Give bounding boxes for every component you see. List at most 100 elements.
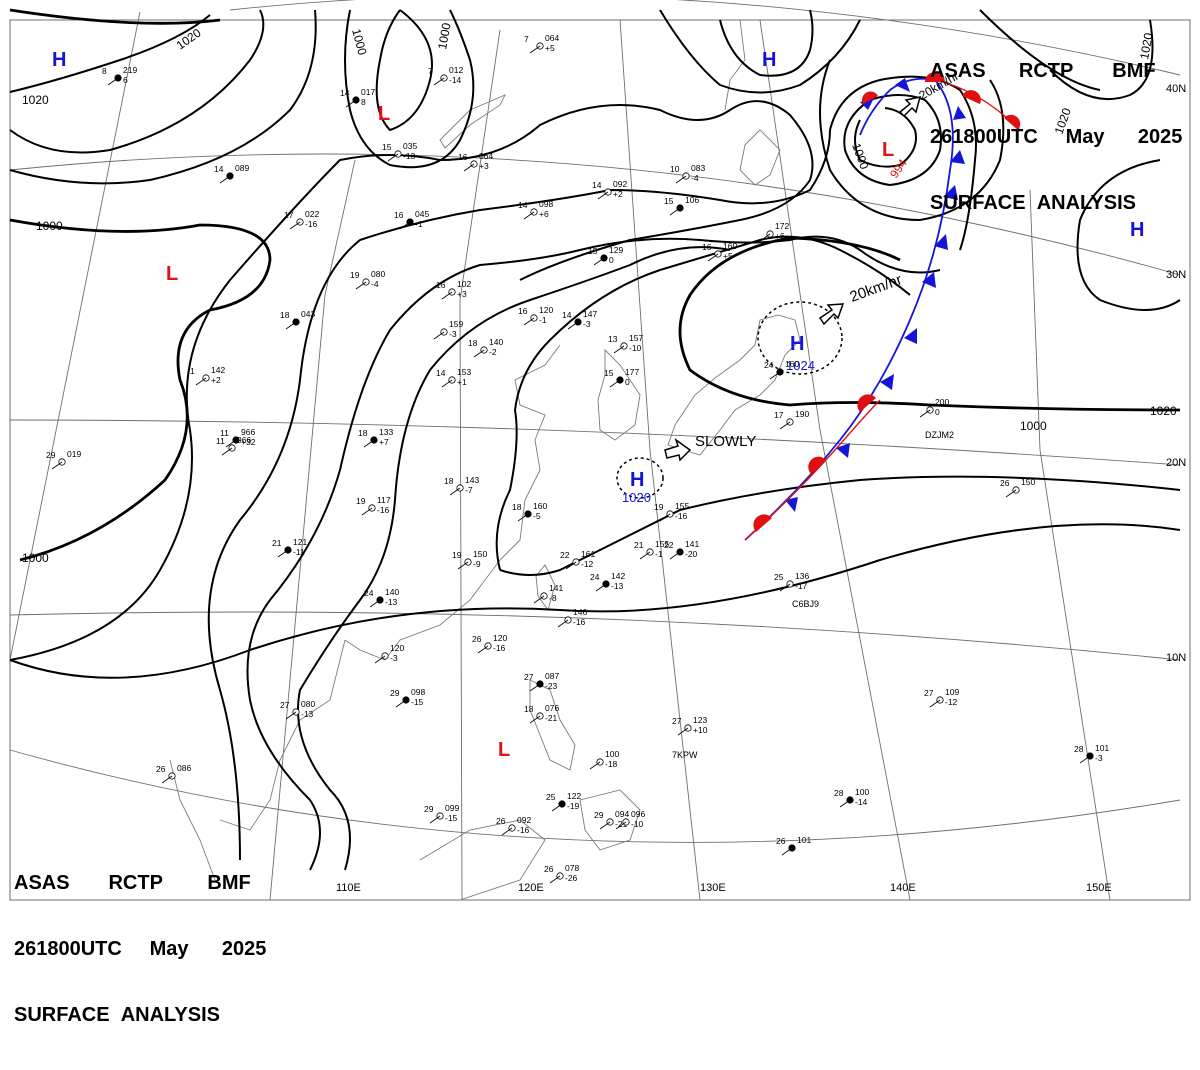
station-pressure: 080 — [301, 699, 315, 709]
station-plot: 15 035-13 — [382, 141, 417, 162]
high-rings — [616, 301, 843, 499]
station-plot: 29 019 — [46, 449, 81, 470]
station-tendency: -4 — [371, 279, 379, 289]
wind-barb — [457, 561, 469, 570]
station-tendency: -14 — [855, 797, 868, 807]
station-plot: 29 094-21 — [594, 809, 629, 830]
parallel-0 — [9, 749, 1181, 843]
wind-barb — [285, 711, 297, 720]
station-plot: 16 160+5 — [702, 241, 737, 262]
footer-line-3: SURFACE ANALYSIS — [14, 1004, 266, 1026]
lat-label: 10N — [1166, 652, 1186, 664]
station-tendency: -17 — [795, 581, 808, 591]
station-tendency: -13 — [385, 597, 398, 607]
station-tendency: -20 — [685, 549, 698, 559]
station-pressure: 161 — [581, 549, 595, 559]
cold-front-barb — [934, 234, 948, 250]
footer-office: BMF — [207, 872, 251, 894]
wind-barb — [551, 803, 563, 812]
station-plot: 27 080-13 — [280, 699, 315, 720]
cold-front-barb — [785, 497, 798, 512]
wind-barb — [1079, 755, 1091, 764]
station-pressure: 101 — [797, 835, 811, 845]
station-plot: 17 190 — [774, 409, 809, 430]
station-tendency: -13 — [301, 709, 314, 719]
header-line-3: SURFACE ANALYSIS — [930, 192, 1182, 214]
station-pressure: 141 — [685, 539, 699, 549]
wind-barb — [361, 507, 373, 516]
station-pressure: 155 — [675, 501, 689, 511]
wind-barb — [374, 655, 386, 664]
chart-header: ASAS RCTP BMF 261800UTC May 2025 SURFACE… — [930, 16, 1182, 258]
sakhalin-coast — [724, 19, 746, 111]
wind-barb — [387, 153, 399, 162]
wind-barb — [51, 461, 63, 470]
station-pressure: 092 — [613, 179, 627, 189]
station-plot: 18 160-5 — [512, 501, 547, 522]
wind-barb — [589, 761, 601, 770]
station-plot: 11 966+32 — [220, 427, 256, 448]
station-temperature: 26 — [496, 816, 506, 826]
station-plot: 19 117-16 — [356, 495, 391, 516]
station-plot: 159-3 — [433, 319, 463, 340]
footer-time: 261800UTC — [14, 938, 122, 960]
isobar — [9, 9, 265, 154]
cold-front-barbs — [785, 78, 966, 512]
wind-barb — [557, 619, 569, 628]
lat-lon-grid — [9, 0, 1181, 901]
chart-footer: ASAS RCTP BMF 261800UTC May 2025 SURFACE… — [14, 828, 266, 1070]
wind-barb — [441, 379, 453, 388]
meridian-120e — [459, 29, 501, 901]
wind-barb — [759, 233, 771, 242]
station-temperature: 18 — [524, 704, 534, 714]
station-pressure: 117 — [377, 495, 391, 505]
wind-barb — [285, 321, 297, 330]
header-office: BMF — [1112, 60, 1156, 82]
station-tendency: 0 — [625, 377, 630, 387]
lon-label: 140E — [890, 882, 916, 894]
station-plot: 17 022-16 — [284, 209, 319, 230]
parallel-30n — [9, 153, 1181, 276]
station-tendency: -3 — [583, 319, 591, 329]
station-tendency: +6 — [775, 231, 785, 241]
station-pressure: 141 — [549, 583, 563, 593]
wind-barb — [779, 421, 791, 430]
footer-code: ASAS — [14, 872, 70, 894]
station-plot: 13 157-10 — [608, 333, 643, 354]
station-plot: 26 092-16 — [496, 815, 531, 836]
wind-barb — [433, 331, 445, 340]
station-plot: 7 012-14 — [428, 65, 463, 86]
station-pressure: 100 — [605, 749, 619, 759]
wind-barb — [195, 377, 207, 386]
station-tendency: -26 — [565, 873, 578, 883]
station-temperature: 18 — [280, 310, 290, 320]
station-temperature: 18 — [468, 338, 478, 348]
station-temperature: 14 — [592, 180, 602, 190]
wind-barb — [593, 257, 605, 266]
footer-line-2: 261800UTC May 2025 — [14, 938, 266, 960]
header-line-2: 261800UTC May 2025 — [930, 126, 1182, 148]
wind-barb — [839, 799, 851, 808]
station-tendency: -19 — [567, 801, 580, 811]
wind-barb — [523, 211, 535, 220]
system-motions — [664, 96, 922, 462]
station-plot: 29 098-15 — [390, 687, 425, 708]
isobar-label: 1000 — [435, 21, 453, 50]
station-pressure: 098 — [411, 687, 425, 697]
station-tendency: -7 — [465, 485, 473, 495]
station-temperature: 25 — [774, 572, 784, 582]
isobar-label: 1000 — [36, 219, 63, 233]
station-plot: 172+6 — [759, 221, 789, 242]
station-pressure: 087 — [545, 671, 559, 681]
station-pressure: 160 — [723, 241, 737, 251]
station-temperature: 24 — [764, 360, 774, 370]
header-line-1: ASAS RCTP BMF — [930, 60, 1182, 82]
map-border — [9, 19, 1191, 901]
lon-label: 120E — [518, 882, 544, 894]
parallel-20n — [9, 419, 1181, 466]
warm-front-lobes — [753, 72, 1021, 532]
lon-label: 130E — [700, 882, 726, 894]
station-temperature: 13 — [608, 334, 618, 344]
